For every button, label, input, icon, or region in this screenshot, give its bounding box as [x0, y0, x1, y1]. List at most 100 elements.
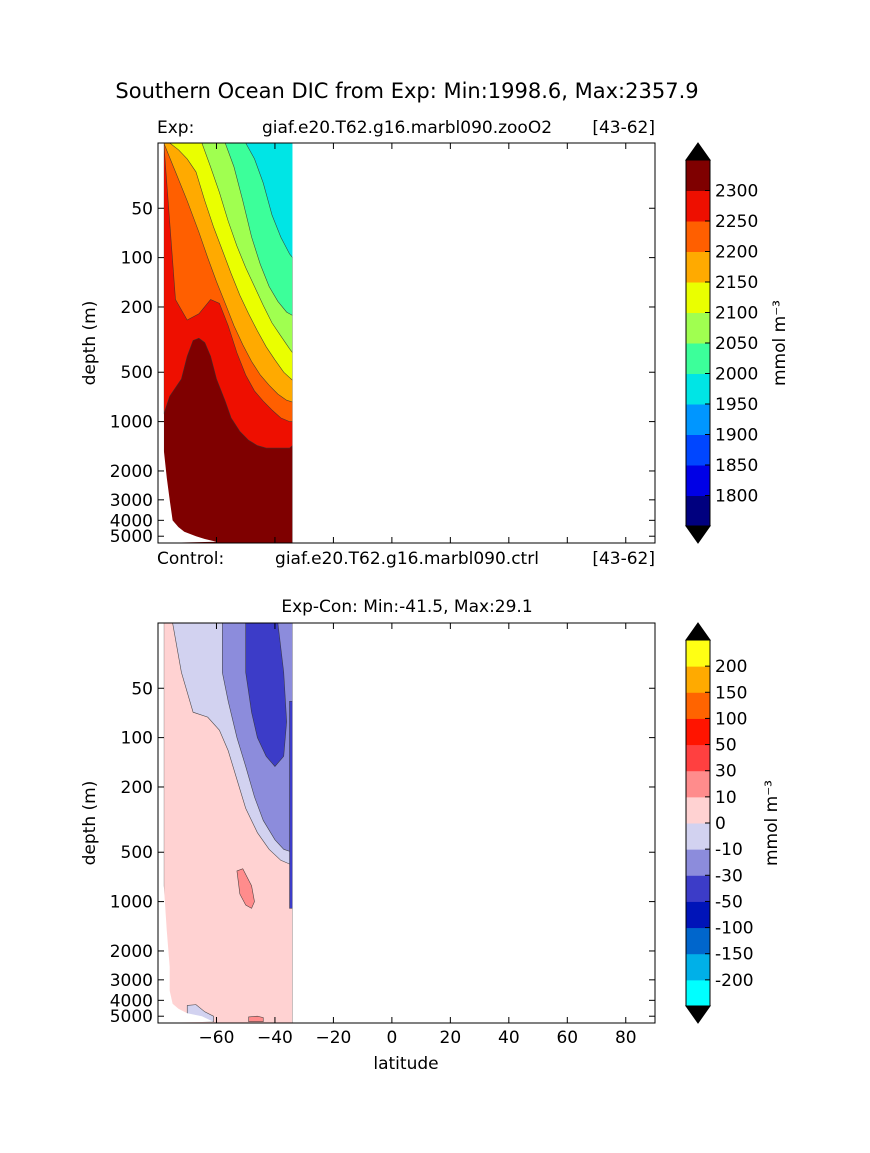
diff-xtick-label: 80 [615, 1028, 637, 1048]
diff-bathymetry-mask [158, 623, 214, 1023]
exp-color-band [686, 160, 710, 191]
diff-color-band [686, 979, 710, 1007]
diff-cb-label: -100 [715, 919, 754, 939]
diff-axes-frame [157, 622, 656, 1024]
diff-xtick-label: 0 [386, 1028, 397, 1048]
exp-ytick-label: 3000 [110, 491, 153, 511]
exp-cb-label: 2250 [715, 212, 758, 232]
diff-color-band [686, 849, 710, 876]
diff-xtick-label: 20 [440, 1028, 462, 1048]
diff-cb-label: -200 [715, 971, 754, 991]
exp-ytick-label: 4000 [110, 511, 153, 531]
diff-ytick-label: 4000 [110, 991, 153, 1011]
exp-extend-high [685, 142, 711, 161]
exp-ytick-label: 2000 [110, 462, 153, 482]
exp-colorbar: 1800 1850 1900 1950 2000 2050 2100 2150 2200 2250… [685, 142, 758, 544]
diff-x-axis: −60 −40 −20 0 20 40 60 80 [199, 623, 637, 1048]
diff-ytick-label: 200 [121, 778, 153, 798]
diff-ytick-label: 5000 [110, 1007, 153, 1027]
figure-title: Southern Ocean DIC from Exp: Min:1998.6,… [115, 79, 698, 103]
diff-color-band [686, 640, 710, 667]
exp-band-2300+ [163, 337, 293, 544]
diff-title: Exp-Con: Min:-41.5, Max:29.1 [281, 597, 532, 617]
exp-bottom-center: giaf.e20.T62.g16.marbl090.ctrl [275, 549, 539, 569]
diff-cb-label: 10 [715, 788, 737, 808]
diff-xtick-label: −60 [199, 1028, 235, 1048]
diff-color-band [686, 770, 710, 798]
diff-color-band [686, 875, 710, 902]
exp-no-data-region [292, 143, 655, 543]
diff-xtick-label: −20 [315, 1028, 351, 1048]
exp-cb-label: 2100 [715, 304, 758, 324]
exp-color-band [686, 343, 710, 374]
diff-xtick-label: −40 [257, 1028, 293, 1048]
diff-band-10-30-bottom [248, 1015, 264, 1022]
diff-ytick-label: 1000 [110, 893, 153, 913]
diff-color-band [686, 692, 710, 719]
diff-colorbar-label: mmol m⁻³ [762, 780, 782, 866]
exp-colorbar-label: mmol m⁻³ [770, 300, 790, 386]
exp-panel: Exp: giaf.e20.T62.g16.marbl090.zooO2 [43… [80, 118, 790, 569]
exp-color-band [686, 465, 710, 496]
exp-color-band [686, 312, 710, 344]
diff-color-band [686, 718, 710, 746]
diff-xtick-label: 40 [498, 1028, 520, 1048]
diff-cb-label: -30 [715, 866, 743, 886]
diff-color-band [686, 666, 710, 693]
exp-color-band [686, 404, 710, 435]
diff-extend-low [685, 1005, 711, 1024]
diff-cb-label: 50 [715, 736, 737, 756]
diff-no-data-region [292, 623, 655, 1023]
exp-ytick-label: 100 [121, 249, 153, 269]
diff-cb-label: 200 [715, 657, 747, 677]
exp-bottom-right: [43-62] [592, 549, 655, 569]
diff-color-band [686, 901, 710, 929]
exp-cb-label: 2050 [715, 334, 758, 354]
exp-color-band [686, 373, 710, 405]
diff-ytick-label: 2000 [110, 942, 153, 962]
diff-ytick-label: 500 [121, 843, 153, 863]
exp-color-band [686, 190, 710, 222]
diff-band-neg50-neg30 [245, 622, 287, 767]
diff-ytick-label: 50 [131, 679, 153, 699]
exp-axes-frame [157, 142, 656, 544]
diff-plot-area [158, 622, 655, 1024]
diff-color-band [686, 744, 710, 772]
exp-cb-label: 2150 [715, 273, 758, 293]
exp-ytick-label: 5000 [110, 527, 153, 547]
diff-ytick-label: 3000 [110, 971, 153, 991]
exp-ytick-label: 500 [121, 363, 153, 383]
diff-cb-label: 0 [715, 814, 726, 834]
exp-cb-label: 1800 [715, 487, 758, 507]
exp-extend-low [685, 525, 711, 544]
diff-color-band [686, 823, 710, 850]
exp-cb-label: 2200 [715, 243, 758, 263]
exp-cb-label: 1900 [715, 426, 758, 446]
exp-cb-label: 2300 [715, 182, 758, 202]
diff-cb-label: -50 [715, 892, 743, 912]
exp-plot-area [158, 142, 655, 544]
exp-cb-label: 1850 [715, 456, 758, 476]
exp-title-left: Exp: [157, 118, 194, 138]
exp-bottom-left: Control: [157, 549, 224, 569]
diff-ylabel: depth (m) [80, 781, 100, 866]
diff-color-band [686, 953, 710, 981]
exp-color-band [686, 221, 710, 252]
exp-ylabel: depth (m) [80, 301, 100, 386]
exp-title-center: giaf.e20.T62.g16.marbl090.zooO2 [262, 118, 552, 138]
diff-cb-label: 150 [715, 683, 747, 703]
diff-panel: Exp-Con: Min:-41.5, Max:29.1 50100200500… [80, 597, 782, 1074]
exp-ytick-label: 1000 [110, 413, 153, 433]
exp-ytick-label: 200 [121, 298, 153, 318]
exp-color-band [686, 282, 710, 313]
exp-cb-label: 2000 [715, 365, 758, 385]
diff-band-10-30-mid [236, 868, 255, 909]
diff-cb-label: -10 [715, 840, 743, 860]
exp-color-band [686, 251, 710, 283]
exp-cb-label: 1950 [715, 395, 758, 415]
exp-ytick-label: 50 [131, 199, 153, 219]
